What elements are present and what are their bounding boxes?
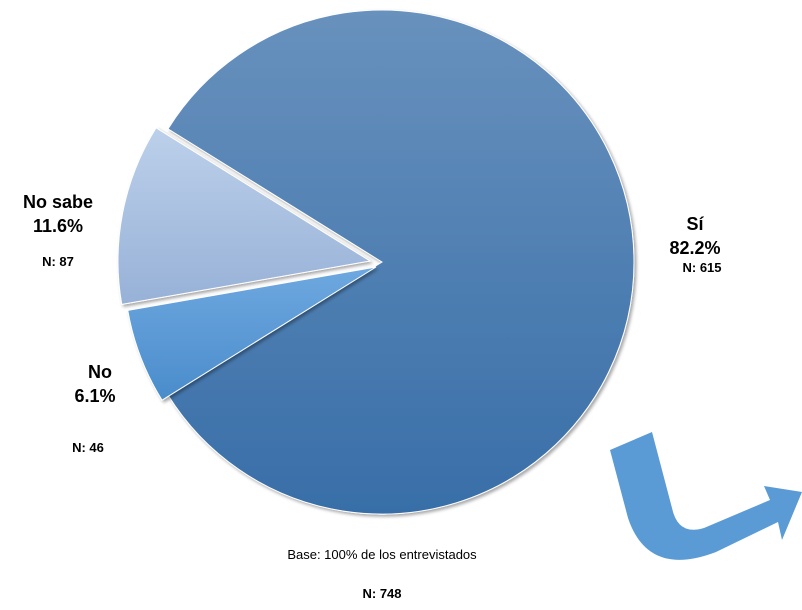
total-n: N: 748 (362, 586, 402, 601)
pie-slice-no (127, 266, 377, 401)
label-no: No 6.1% (40, 360, 150, 408)
slice-label-no-sabe: No sabe (22, 192, 94, 212)
slice-label-si: Sí (686, 214, 704, 234)
label-no-sabe: No sabe 11.6% N: 87 (0, 190, 116, 270)
slice-n-no-sabe: N: 87 (42, 254, 74, 269)
slice-percent-si: 82.2% (669, 238, 721, 258)
slice-label-no: No (88, 362, 112, 382)
slice-percent-no-sabe: 11.6% (32, 216, 84, 236)
label-si: Sí 82.2% N: 615 (640, 212, 750, 276)
slice-n-no: N: 46 (72, 440, 104, 455)
curved-arrow-icon (610, 432, 802, 560)
pie-slice-no-sabe (117, 127, 372, 305)
pie-slice-si (167, 9, 635, 515)
base-footnote: Base: 100% de los entrevistados (287, 547, 477, 562)
slice-percent-no: 6.1% (74, 386, 116, 406)
slice-n-si: N: 615 (682, 260, 722, 275)
